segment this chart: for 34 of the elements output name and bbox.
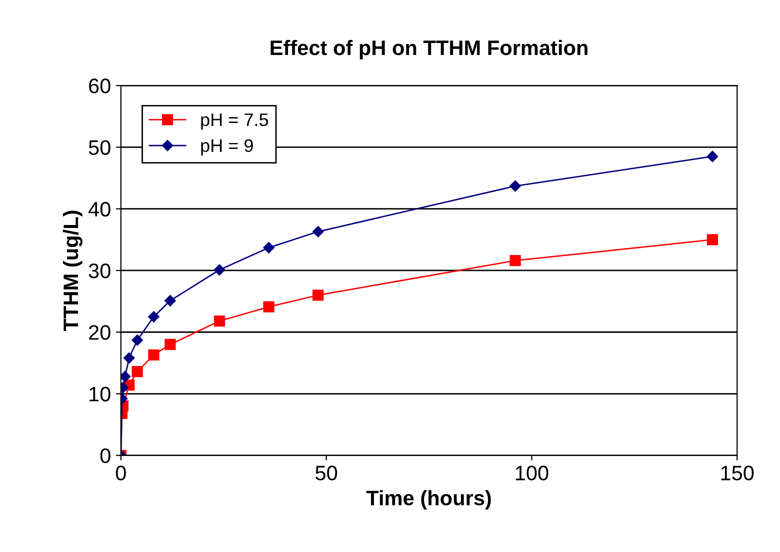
point bbox=[132, 366, 143, 378]
point bbox=[214, 315, 226, 327]
point bbox=[510, 255, 521, 266]
point bbox=[164, 295, 176, 306]
point bbox=[510, 180, 521, 192]
legend-label: pH = 7.5 bbox=[201, 114, 268, 130]
x-tick-label: 150 bbox=[721, 466, 754, 480]
point bbox=[164, 338, 176, 350]
point bbox=[312, 290, 324, 301]
point bbox=[312, 226, 324, 238]
point bbox=[132, 334, 143, 346]
point bbox=[214, 264, 226, 276]
y-tick-label: 30 bbox=[88, 263, 110, 278]
y-tick-label: 60 bbox=[89, 78, 110, 94]
point bbox=[148, 311, 160, 322]
point bbox=[706, 150, 718, 162]
point bbox=[148, 349, 160, 360]
legend-label: pH = 9 bbox=[201, 139, 253, 156]
y-tick-label: 20 bbox=[89, 325, 110, 340]
chart-title: Effect of pH on TTHM Formation bbox=[270, 40, 588, 60]
x-tick-label: 0 bbox=[116, 466, 126, 480]
point bbox=[263, 242, 274, 254]
y-tick-label: 0 bbox=[100, 448, 110, 464]
point bbox=[120, 370, 131, 382]
point bbox=[124, 352, 135, 364]
x-tick-label: 100 bbox=[516, 466, 548, 480]
x-tick-label: 50 bbox=[316, 466, 338, 480]
y-axis-title: TTHM (ug/L) bbox=[62, 210, 82, 331]
x-axis-title: Time (hours) bbox=[366, 490, 491, 510]
point bbox=[706, 234, 718, 246]
y-tick-label: 40 bbox=[88, 202, 110, 217]
y-tick-label: 50 bbox=[88, 140, 110, 155]
y-tick-label: 10 bbox=[90, 386, 110, 402]
point bbox=[263, 301, 274, 312]
